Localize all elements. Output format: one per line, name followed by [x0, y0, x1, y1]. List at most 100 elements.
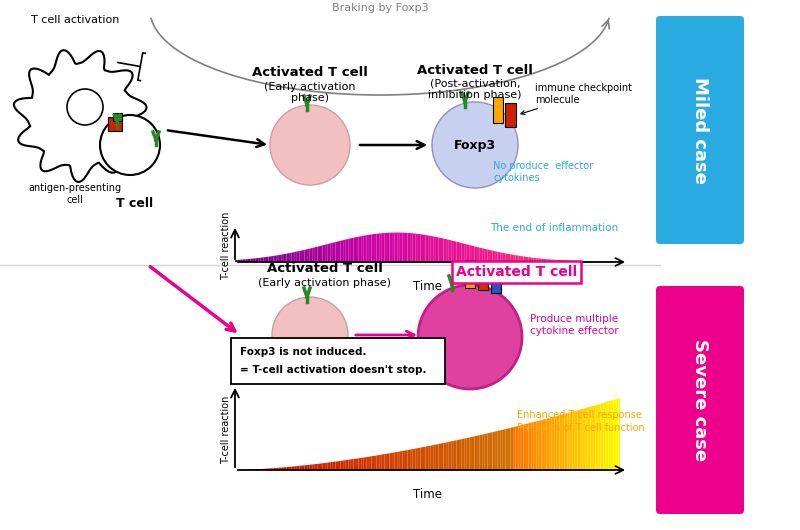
Polygon shape [544, 259, 546, 262]
Bar [493, 97, 503, 123]
Polygon shape [521, 425, 523, 470]
Polygon shape [498, 430, 500, 470]
Polygon shape [269, 469, 271, 470]
Text: = T-cell activation doesn't stop.: = T-cell activation doesn't stop. [240, 365, 426, 375]
Text: T-cell reaction: T-cell reaction [221, 212, 231, 280]
Polygon shape [364, 235, 366, 262]
Polygon shape [603, 402, 606, 470]
Polygon shape [289, 253, 292, 262]
Polygon shape [426, 235, 428, 262]
Circle shape [418, 285, 522, 389]
Polygon shape [518, 255, 521, 262]
Text: The end of inflammation: The end of inflammation [490, 223, 618, 233]
Polygon shape [513, 427, 516, 470]
Text: Foxp3 is not induced.: Foxp3 is not induced. [240, 347, 366, 357]
Polygon shape [582, 261, 586, 262]
Bar [505, 103, 516, 127]
Polygon shape [430, 236, 434, 262]
Polygon shape [474, 436, 477, 470]
Polygon shape [294, 252, 297, 262]
Polygon shape [402, 450, 405, 470]
Polygon shape [328, 462, 330, 470]
Polygon shape [534, 258, 536, 262]
Polygon shape [346, 460, 348, 470]
Polygon shape [472, 246, 474, 262]
Polygon shape [256, 258, 258, 262]
Polygon shape [549, 417, 552, 470]
Bar [478, 265, 488, 290]
Polygon shape [297, 466, 299, 470]
Polygon shape [402, 233, 405, 262]
Polygon shape [572, 411, 575, 470]
Polygon shape [369, 234, 371, 262]
Text: Activated T cell: Activated T cell [252, 66, 368, 80]
Polygon shape [451, 241, 454, 262]
Polygon shape [523, 257, 526, 262]
Polygon shape [263, 257, 266, 262]
FancyBboxPatch shape [231, 338, 445, 384]
Polygon shape [338, 461, 341, 470]
Polygon shape [382, 454, 384, 470]
Polygon shape [292, 252, 294, 262]
Circle shape [272, 297, 348, 373]
Polygon shape [593, 261, 595, 262]
Polygon shape [428, 235, 430, 262]
Polygon shape [407, 233, 410, 262]
Text: No produce  effector
cytokines: No produce effector cytokines [493, 161, 593, 183]
Polygon shape [593, 405, 595, 470]
Polygon shape [343, 460, 346, 470]
Polygon shape [348, 238, 351, 262]
Text: (Early activation: (Early activation [264, 82, 356, 92]
Polygon shape [410, 233, 413, 262]
Polygon shape [266, 257, 269, 262]
Polygon shape [302, 250, 305, 262]
Polygon shape [570, 261, 572, 262]
Polygon shape [341, 461, 343, 470]
Polygon shape [320, 245, 322, 262]
Polygon shape [278, 467, 282, 470]
Polygon shape [278, 254, 282, 262]
Polygon shape [392, 233, 394, 262]
Polygon shape [588, 261, 590, 262]
Polygon shape [318, 464, 320, 470]
FancyBboxPatch shape [656, 16, 744, 244]
Polygon shape [495, 251, 498, 262]
Polygon shape [572, 261, 575, 262]
Text: phase): phase) [291, 93, 329, 103]
Polygon shape [523, 424, 526, 470]
Polygon shape [320, 463, 322, 470]
Polygon shape [449, 441, 451, 470]
Polygon shape [356, 237, 358, 262]
Polygon shape [392, 453, 394, 470]
Polygon shape [454, 241, 457, 262]
Polygon shape [510, 254, 513, 262]
Polygon shape [521, 256, 523, 262]
Polygon shape [302, 465, 305, 470]
Polygon shape [616, 399, 618, 470]
Polygon shape [258, 469, 261, 470]
Polygon shape [539, 420, 542, 470]
Polygon shape [418, 448, 421, 470]
Polygon shape [526, 423, 529, 470]
Polygon shape [606, 401, 609, 470]
Polygon shape [307, 249, 310, 262]
Polygon shape [369, 456, 371, 470]
Polygon shape [562, 260, 565, 262]
Polygon shape [338, 241, 341, 262]
Polygon shape [601, 403, 603, 470]
Polygon shape [580, 261, 582, 262]
Polygon shape [394, 452, 398, 470]
Polygon shape [346, 239, 348, 262]
Polygon shape [518, 425, 521, 470]
Polygon shape [477, 247, 480, 262]
Polygon shape [506, 428, 508, 470]
Polygon shape [466, 437, 470, 470]
Text: Braking by Foxp3: Braking by Foxp3 [332, 3, 428, 13]
Polygon shape [554, 260, 557, 262]
Polygon shape [449, 240, 451, 262]
Polygon shape [586, 261, 588, 262]
Text: inhibition phase): inhibition phase) [428, 90, 522, 100]
Polygon shape [400, 451, 402, 470]
Polygon shape [310, 464, 312, 470]
Polygon shape [330, 462, 333, 470]
